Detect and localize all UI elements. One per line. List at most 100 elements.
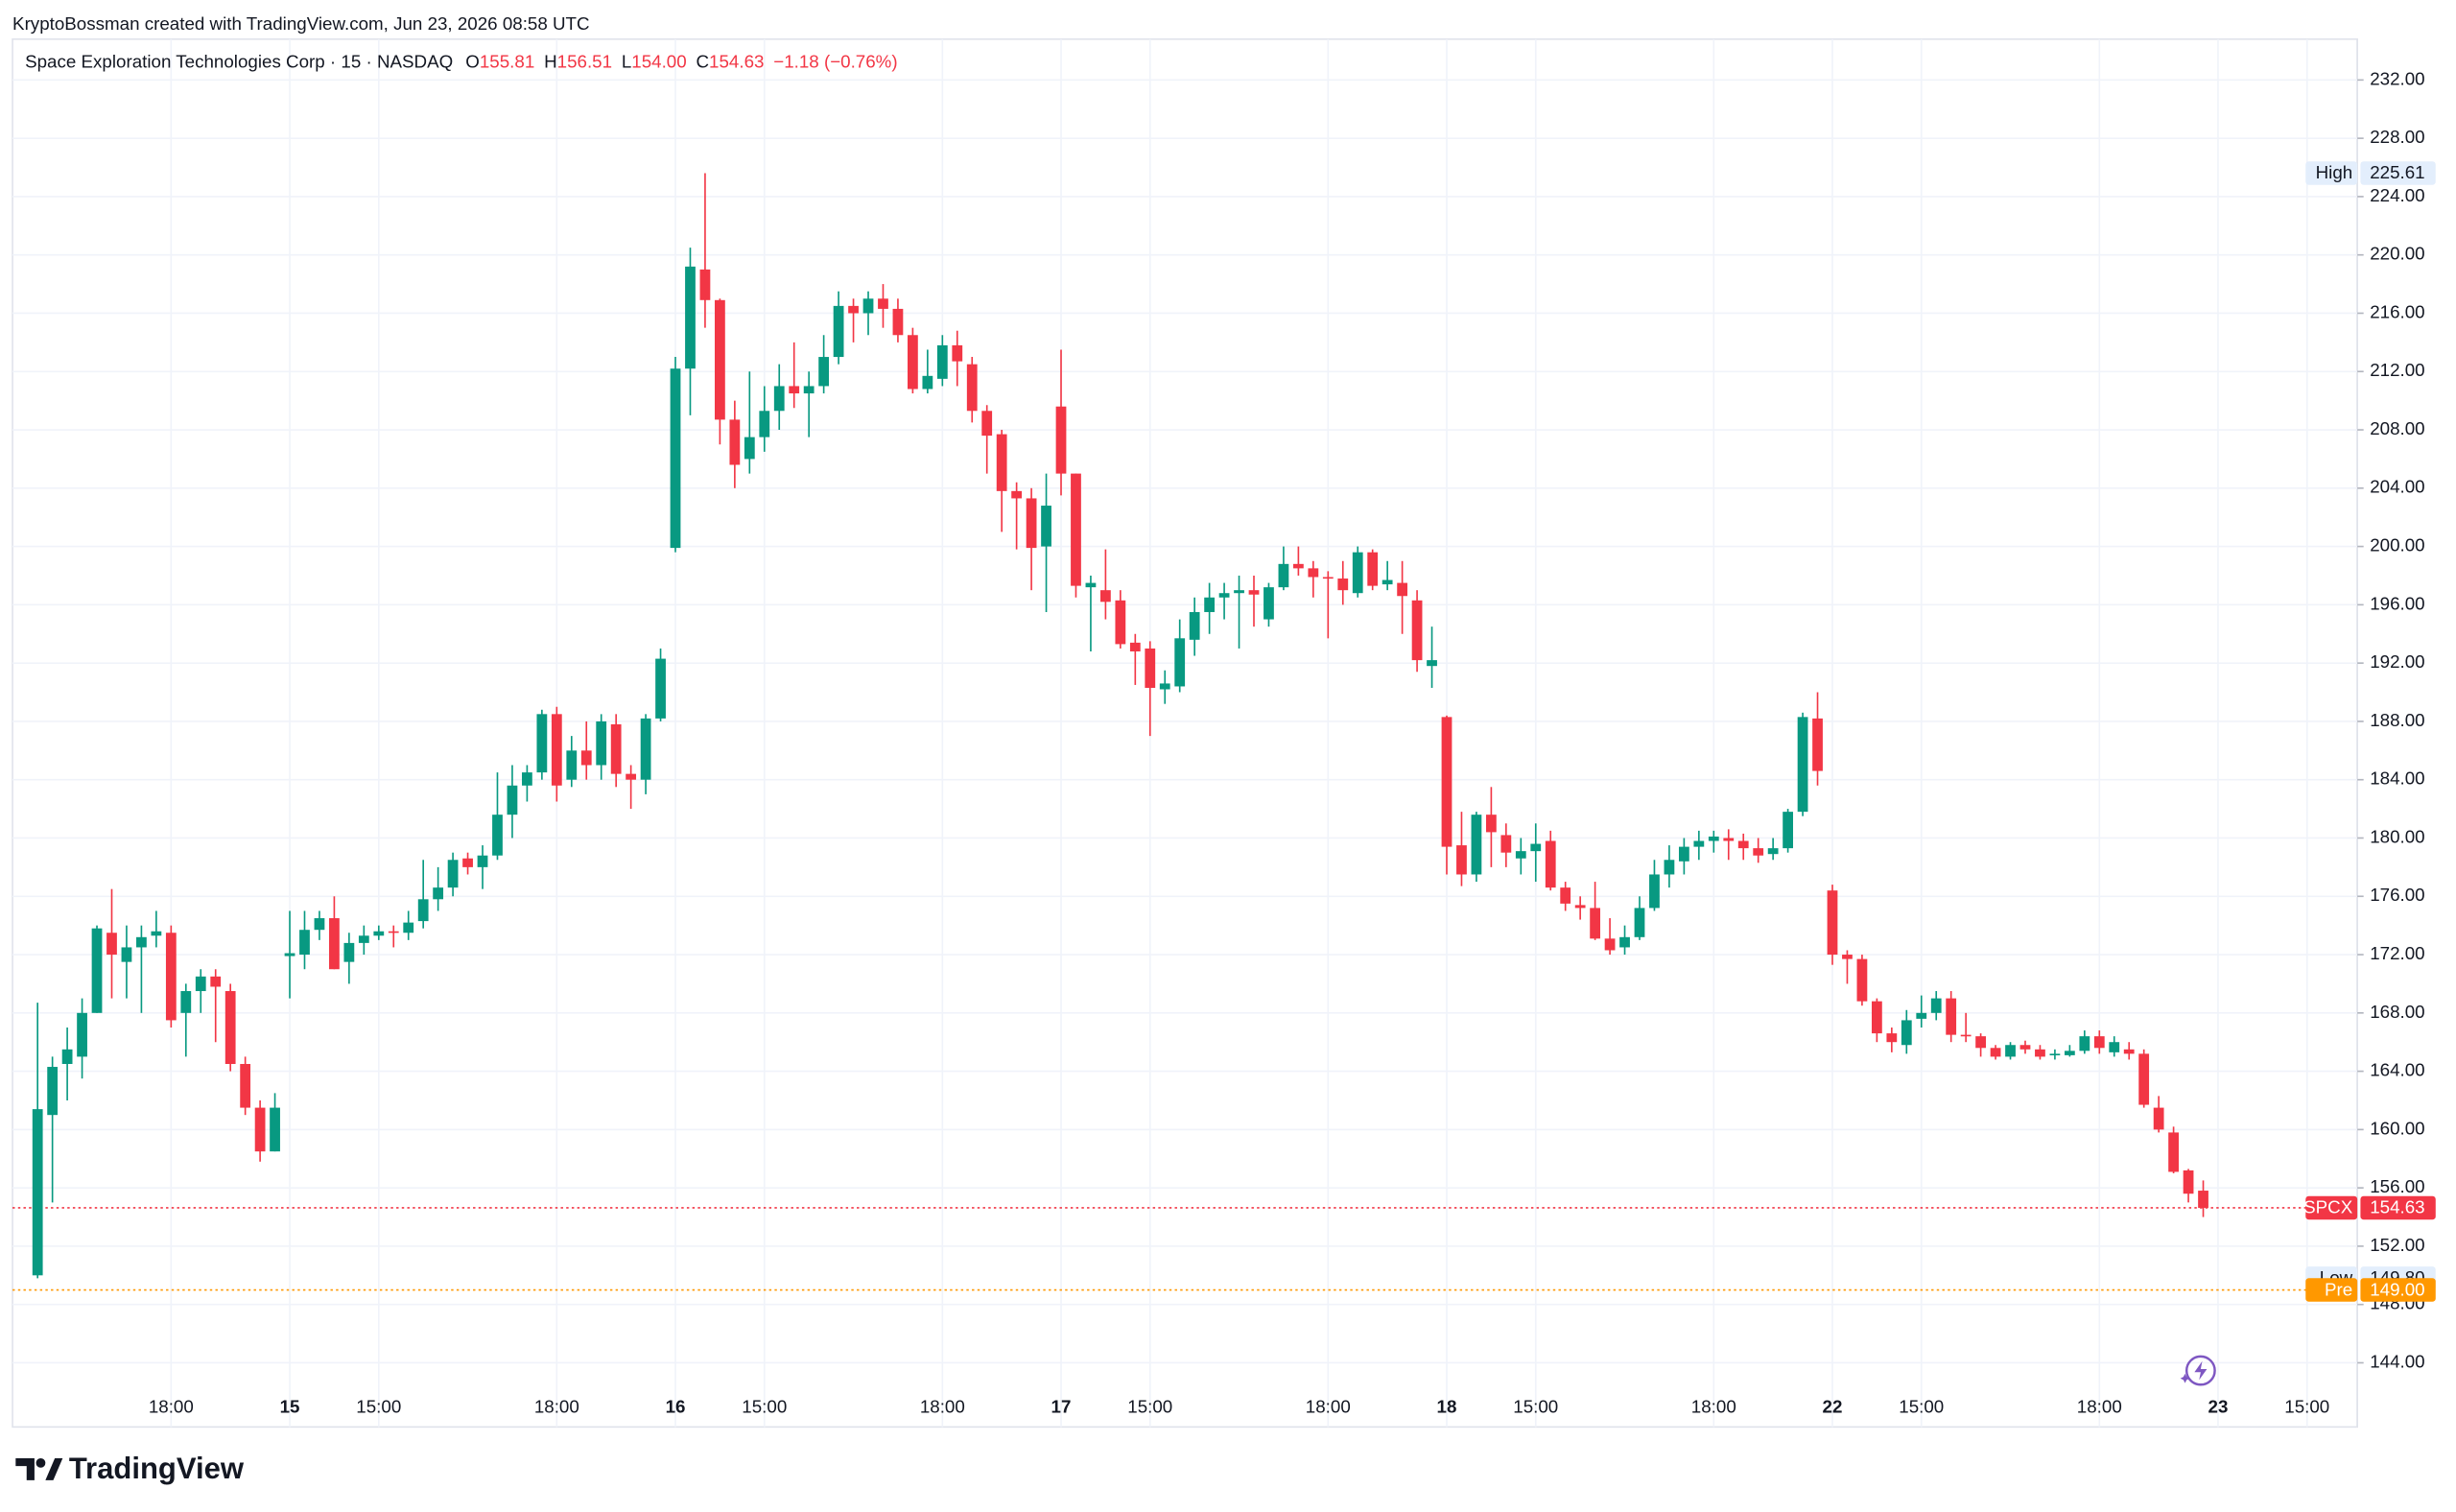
candle-body bbox=[1916, 1012, 1927, 1019]
symbol-title: Space Exploration Technologies Corp · 15… bbox=[25, 51, 453, 71]
candle-body bbox=[2168, 1132, 2179, 1172]
candle-body bbox=[1159, 683, 1170, 690]
candle-body bbox=[1871, 1001, 1882, 1034]
x-tick-label: 15:00 bbox=[2284, 1397, 2329, 1417]
y-tick-label: 216.00 bbox=[2370, 301, 2424, 321]
candle-body bbox=[224, 991, 236, 1065]
candle-body bbox=[2064, 1051, 2075, 1055]
candle-body bbox=[1901, 1020, 1912, 1046]
candle-body bbox=[1471, 815, 1482, 875]
y-tick-label: 212.00 bbox=[2370, 360, 2424, 380]
candle-body bbox=[47, 1067, 59, 1116]
candle-body bbox=[1218, 593, 1230, 598]
candle-body bbox=[996, 434, 1007, 491]
x-tick-label: 18:00 bbox=[1306, 1397, 1351, 1417]
legend-value: 154.63 bbox=[709, 51, 764, 71]
candle-body bbox=[2123, 1049, 2135, 1054]
candle-body bbox=[284, 953, 295, 957]
candle-body bbox=[1604, 938, 1616, 951]
candle-body bbox=[1960, 1034, 1972, 1037]
y-tick-label: 200.00 bbox=[2370, 535, 2424, 555]
price-marker-value: 149.00 bbox=[2370, 1279, 2424, 1299]
candle-body bbox=[892, 308, 904, 336]
x-tick-label: 15:00 bbox=[1899, 1397, 1944, 1417]
price-marker-name: SPCX bbox=[2303, 1197, 2353, 1217]
candle-body bbox=[1753, 848, 1764, 856]
candle-body bbox=[299, 930, 310, 956]
candle-body bbox=[1100, 590, 1111, 602]
candle-body bbox=[1783, 812, 1793, 849]
candle-body bbox=[1619, 936, 1630, 948]
candle-body bbox=[2093, 1036, 2105, 1049]
x-tick-label: 18 bbox=[1437, 1397, 1457, 1417]
candle-body bbox=[803, 386, 815, 394]
candle-body bbox=[492, 815, 503, 856]
candle-body bbox=[818, 357, 830, 387]
candle-body bbox=[773, 386, 785, 412]
candle-body bbox=[1427, 660, 1437, 667]
candle-body bbox=[1041, 506, 1051, 547]
candles bbox=[32, 173, 2208, 1279]
candle-body bbox=[462, 858, 473, 867]
y-tick-label: 224.00 bbox=[2370, 185, 2424, 205]
price-marker: High 225.61 bbox=[2305, 161, 2436, 185]
candle-body bbox=[1189, 611, 1200, 640]
candle-body bbox=[952, 344, 963, 362]
price-marker-value: 225.61 bbox=[2370, 162, 2424, 182]
candle-body bbox=[759, 411, 770, 437]
candle-body bbox=[2138, 1053, 2150, 1105]
x-tick-label: 22 bbox=[1823, 1397, 1843, 1417]
price-marker: SPCX 154.63 bbox=[2303, 1195, 2436, 1220]
candle-body bbox=[1352, 552, 1363, 594]
candle-body bbox=[1693, 840, 1705, 847]
legend-key: O bbox=[465, 51, 480, 71]
price-marker-name: High bbox=[2316, 162, 2353, 182]
price-marker-name-box bbox=[2305, 1195, 2358, 1220]
y-tick-label: 164.00 bbox=[2370, 1060, 2424, 1080]
candle-body bbox=[1204, 597, 1216, 612]
candle-body bbox=[1530, 843, 1542, 852]
axes: 144.00148.00152.00156.00160.00164.00168.… bbox=[149, 68, 2436, 1417]
candle-body bbox=[2183, 1169, 2194, 1194]
candle-body bbox=[1278, 563, 1289, 588]
y-tick-label: 228.00 bbox=[2370, 127, 2424, 147]
candle-body bbox=[240, 1064, 251, 1108]
x-tick-label: 18:00 bbox=[920, 1397, 965, 1417]
candle-body bbox=[2049, 1053, 2061, 1055]
candle-body bbox=[655, 658, 666, 719]
candle-body bbox=[1664, 860, 1675, 875]
candle-body bbox=[1946, 998, 1957, 1035]
candle-body bbox=[477, 855, 488, 867]
candle-body bbox=[596, 721, 607, 766]
candle-body bbox=[1382, 579, 1393, 585]
candle-body bbox=[1812, 718, 1823, 771]
candle-body bbox=[922, 375, 933, 390]
candle-body bbox=[433, 887, 444, 900]
candle-body bbox=[2198, 1191, 2208, 1208]
candle-body bbox=[1678, 846, 1689, 862]
candle-body bbox=[1263, 587, 1274, 620]
legend: Space Exploration Technologies Corp · 15… bbox=[25, 51, 898, 71]
candle-body bbox=[833, 305, 844, 358]
candle-body bbox=[32, 1109, 43, 1276]
candle-body bbox=[403, 922, 414, 933]
candle-body bbox=[1145, 648, 1156, 688]
candle-body bbox=[1441, 717, 1452, 847]
grid bbox=[12, 38, 2358, 1428]
candle-body bbox=[1842, 955, 1853, 959]
candle-body bbox=[447, 860, 459, 888]
candle-body bbox=[1990, 1048, 2001, 1057]
candle-body bbox=[358, 935, 369, 943]
candle-body bbox=[1367, 552, 1379, 586]
price-marker: Pre 149.00 bbox=[2305, 1278, 2436, 1302]
candle-body bbox=[908, 335, 918, 390]
y-tick-label: 152.00 bbox=[2370, 1235, 2424, 1255]
candle-body bbox=[789, 386, 800, 394]
candle-body bbox=[1515, 851, 1526, 859]
price-marker-value: 154.63 bbox=[2370, 1197, 2424, 1217]
candle-body bbox=[2109, 1042, 2120, 1052]
legend-value: 156.51 bbox=[557, 51, 612, 71]
tradingview-logo: TradingView bbox=[15, 1452, 245, 1485]
candle-body bbox=[522, 772, 532, 786]
